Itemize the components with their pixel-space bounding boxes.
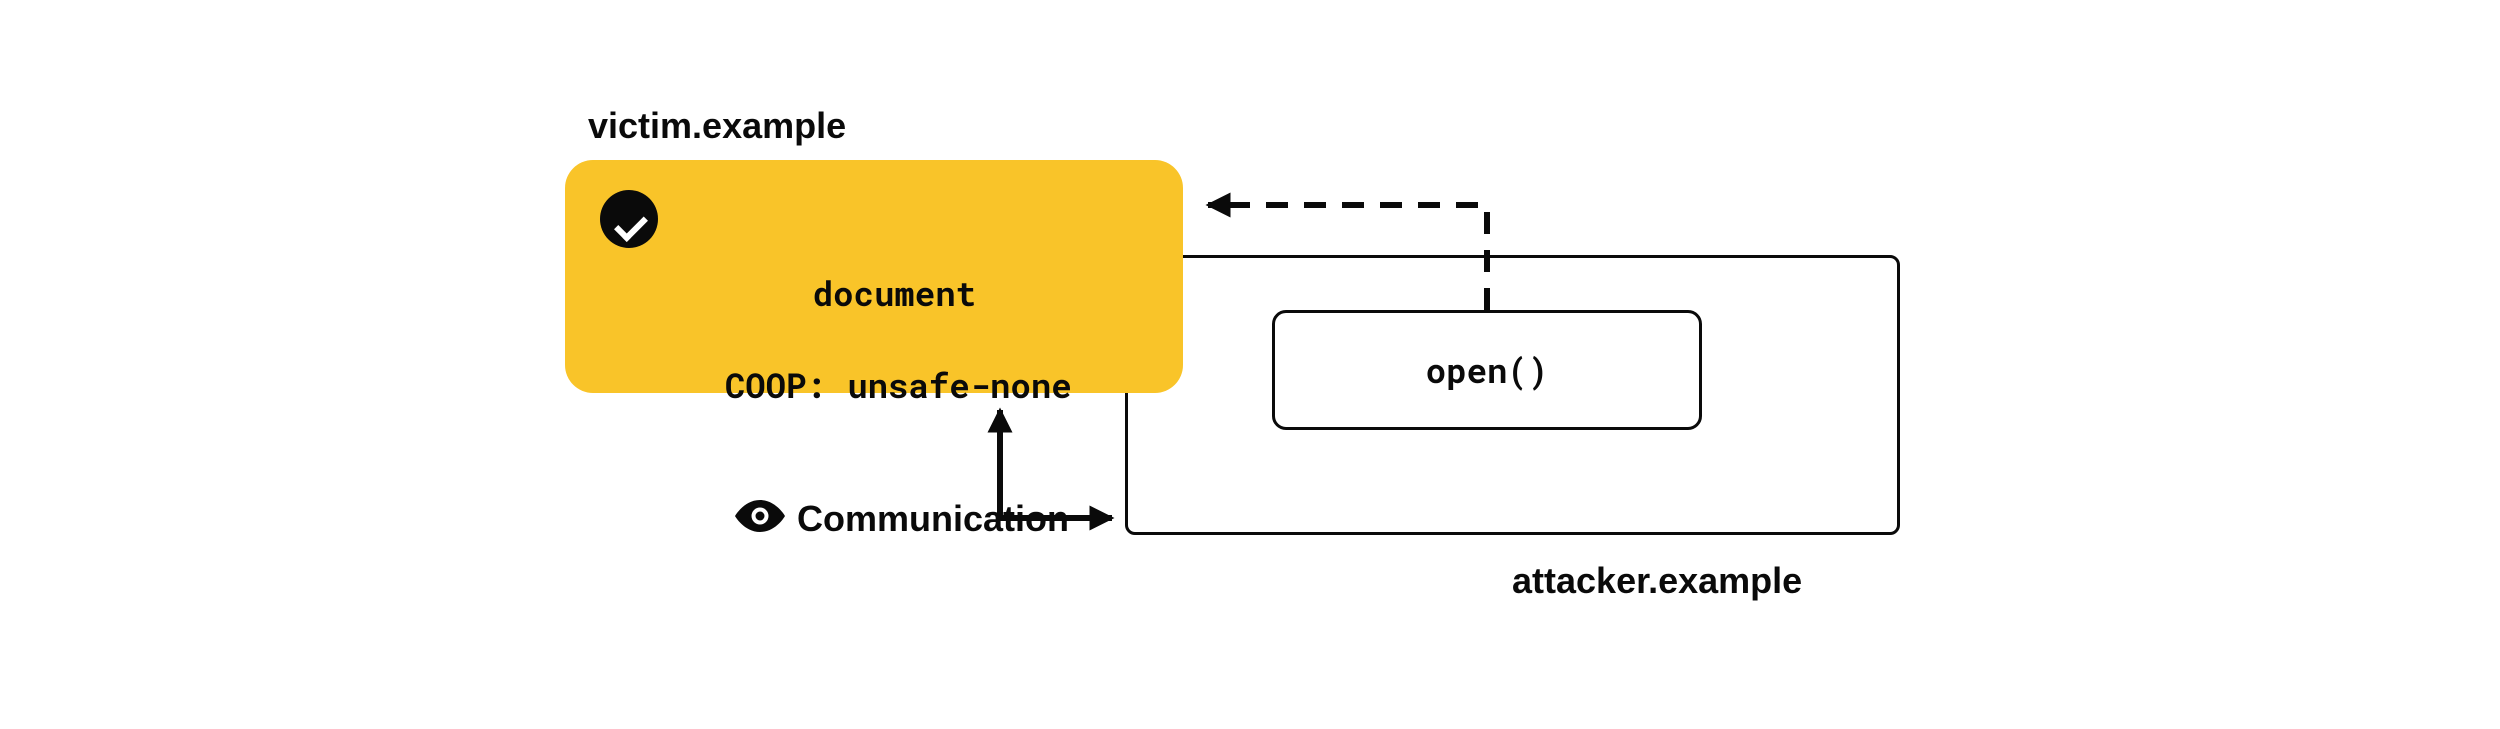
check-icon bbox=[600, 190, 658, 248]
victim-label: victim.example bbox=[588, 105, 846, 147]
attacker-label: attacker.example bbox=[1512, 560, 1802, 602]
victim-text-line1: document bbox=[813, 271, 976, 316]
open-call-label: open() bbox=[1426, 348, 1548, 393]
victim-text-line2: COOP: unsafe-none bbox=[725, 363, 1072, 408]
victim-doc-text: document COOP: unsafe-none bbox=[684, 225, 1064, 409]
communication-label: Communication bbox=[797, 498, 1069, 540]
eye-icon bbox=[732, 496, 788, 536]
open-call-box: open() bbox=[1272, 310, 1702, 430]
